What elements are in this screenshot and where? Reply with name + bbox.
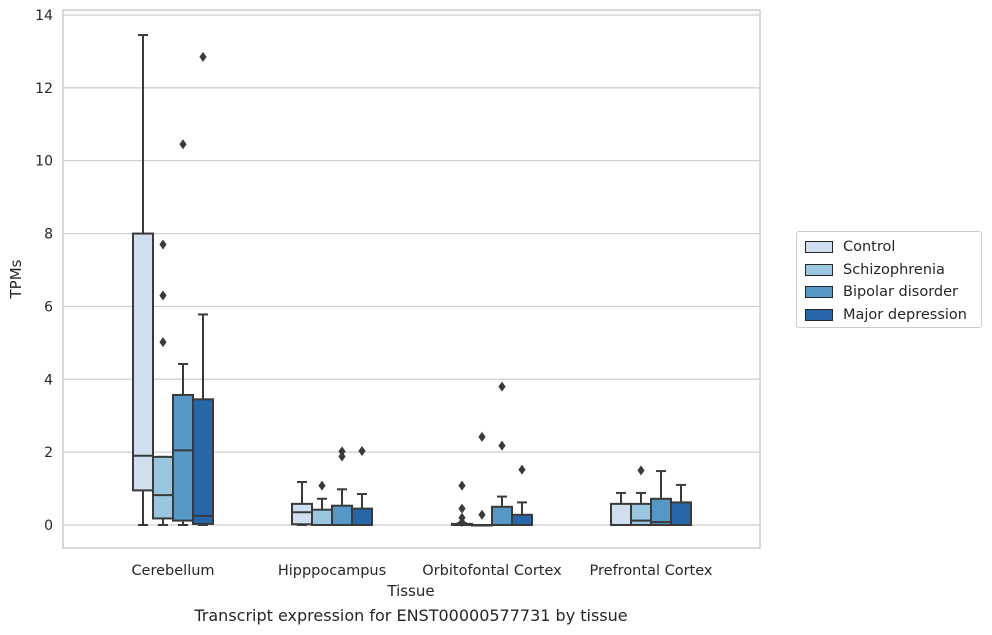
legend-swatch <box>805 241 833 254</box>
legend-label: Major depression <box>843 306 967 323</box>
outlier-point <box>179 139 187 150</box>
x-tick-label: Cerebellum <box>131 563 214 579</box>
outlier-point <box>159 239 167 250</box>
box-control <box>132 34 154 526</box>
box-iqr <box>491 505 513 527</box>
outlier-point <box>518 464 526 475</box>
outlier-point <box>498 440 506 451</box>
box-bipolar-disorder <box>491 381 513 527</box>
y-tick-label: 6 <box>44 299 53 315</box>
box-schizophrenia <box>152 239 174 526</box>
outlier-point <box>159 290 167 301</box>
outlier-point <box>199 51 207 62</box>
legend-item: Major depression <box>805 304 973 327</box>
box-major-depression <box>670 483 692 526</box>
outlier-point <box>478 431 486 442</box>
y-axis-ticks: 0 2 4 6 8 10 12 14 <box>35 8 53 534</box>
box-iqr <box>630 502 652 527</box>
box-bipolar-disorder <box>172 139 194 526</box>
box-major-depression <box>511 464 533 527</box>
y-tick-label: 0 <box>44 518 53 534</box>
box-schizophrenia <box>471 431 493 527</box>
legend-item: Bipolar disorder <box>805 281 973 304</box>
legend: Control Schizophrenia Bipolar disorder Majo… <box>796 231 982 328</box>
outlier-point <box>458 503 466 514</box>
outlier-point <box>458 480 466 491</box>
box-iqr <box>132 232 154 492</box>
y-tick-label: 4 <box>44 372 53 388</box>
y-axis-label: TPMs <box>7 259 25 299</box>
box-control <box>451 480 473 528</box>
legend-label: Control <box>843 239 896 256</box>
box-iqr <box>291 502 313 526</box>
box-schizophrenia <box>311 480 333 527</box>
y-tick-label: 8 <box>44 227 53 243</box>
outlier-point <box>498 381 506 392</box>
outlier-point <box>338 451 346 462</box>
legend-item: Schizophrenia <box>805 259 973 282</box>
figure-caption: Transcript expression for ENST0000057773… <box>194 606 628 625</box>
box-bipolar-disorder <box>650 470 672 526</box>
legend-swatch <box>805 286 833 299</box>
box-iqr <box>650 497 672 526</box>
legend-item: Control <box>805 236 973 259</box>
outlier-point <box>358 446 366 457</box>
x-axis-label: Tissue <box>386 582 434 600</box>
box-bipolar-disorder <box>331 446 353 527</box>
outlier-point <box>637 465 645 476</box>
plot-area <box>62 9 761 549</box>
box-control <box>291 481 313 526</box>
outlier-point <box>338 446 346 457</box>
outlier-point <box>478 509 486 520</box>
grid-lines <box>63 14 760 526</box>
box-iqr <box>670 501 692 526</box>
x-tick-label: Prefrontal Cortex <box>590 563 713 579</box>
box-iqr <box>511 513 533 527</box>
box-major-depression <box>351 446 373 527</box>
box-iqr <box>311 508 333 527</box>
box-iqr <box>351 507 373 527</box>
outlier-point <box>318 480 326 491</box>
box-iqr <box>152 455 174 520</box>
y-tick-label: 10 <box>35 154 53 170</box>
legend-swatch <box>805 308 833 321</box>
box-control <box>610 491 632 527</box>
box-iqr <box>331 504 353 527</box>
legend-label: Schizophrenia <box>843 261 945 278</box>
y-tick-label: 14 <box>35 8 53 24</box>
x-tick-label: Hipppocampus <box>278 563 386 579</box>
box-schizophrenia <box>630 465 652 527</box>
legend-label: Bipolar disorder <box>843 284 958 301</box>
boxes <box>132 34 692 528</box>
x-tick-label: Orbitofontal Cortex <box>422 563 562 579</box>
x-axis-ticks: Cerebellum Hipppocampus Orbitofontal Corte… <box>131 563 712 579</box>
legend-swatch <box>805 263 833 276</box>
box-iqr <box>172 393 194 522</box>
box-iqr <box>192 398 214 525</box>
y-tick-label: 2 <box>44 445 53 461</box>
box-major-depression <box>192 51 214 526</box>
box-iqr <box>610 502 632 527</box>
y-tick-label: 12 <box>35 81 53 97</box>
outlier-point <box>159 337 167 348</box>
outlier-point <box>458 512 466 523</box>
